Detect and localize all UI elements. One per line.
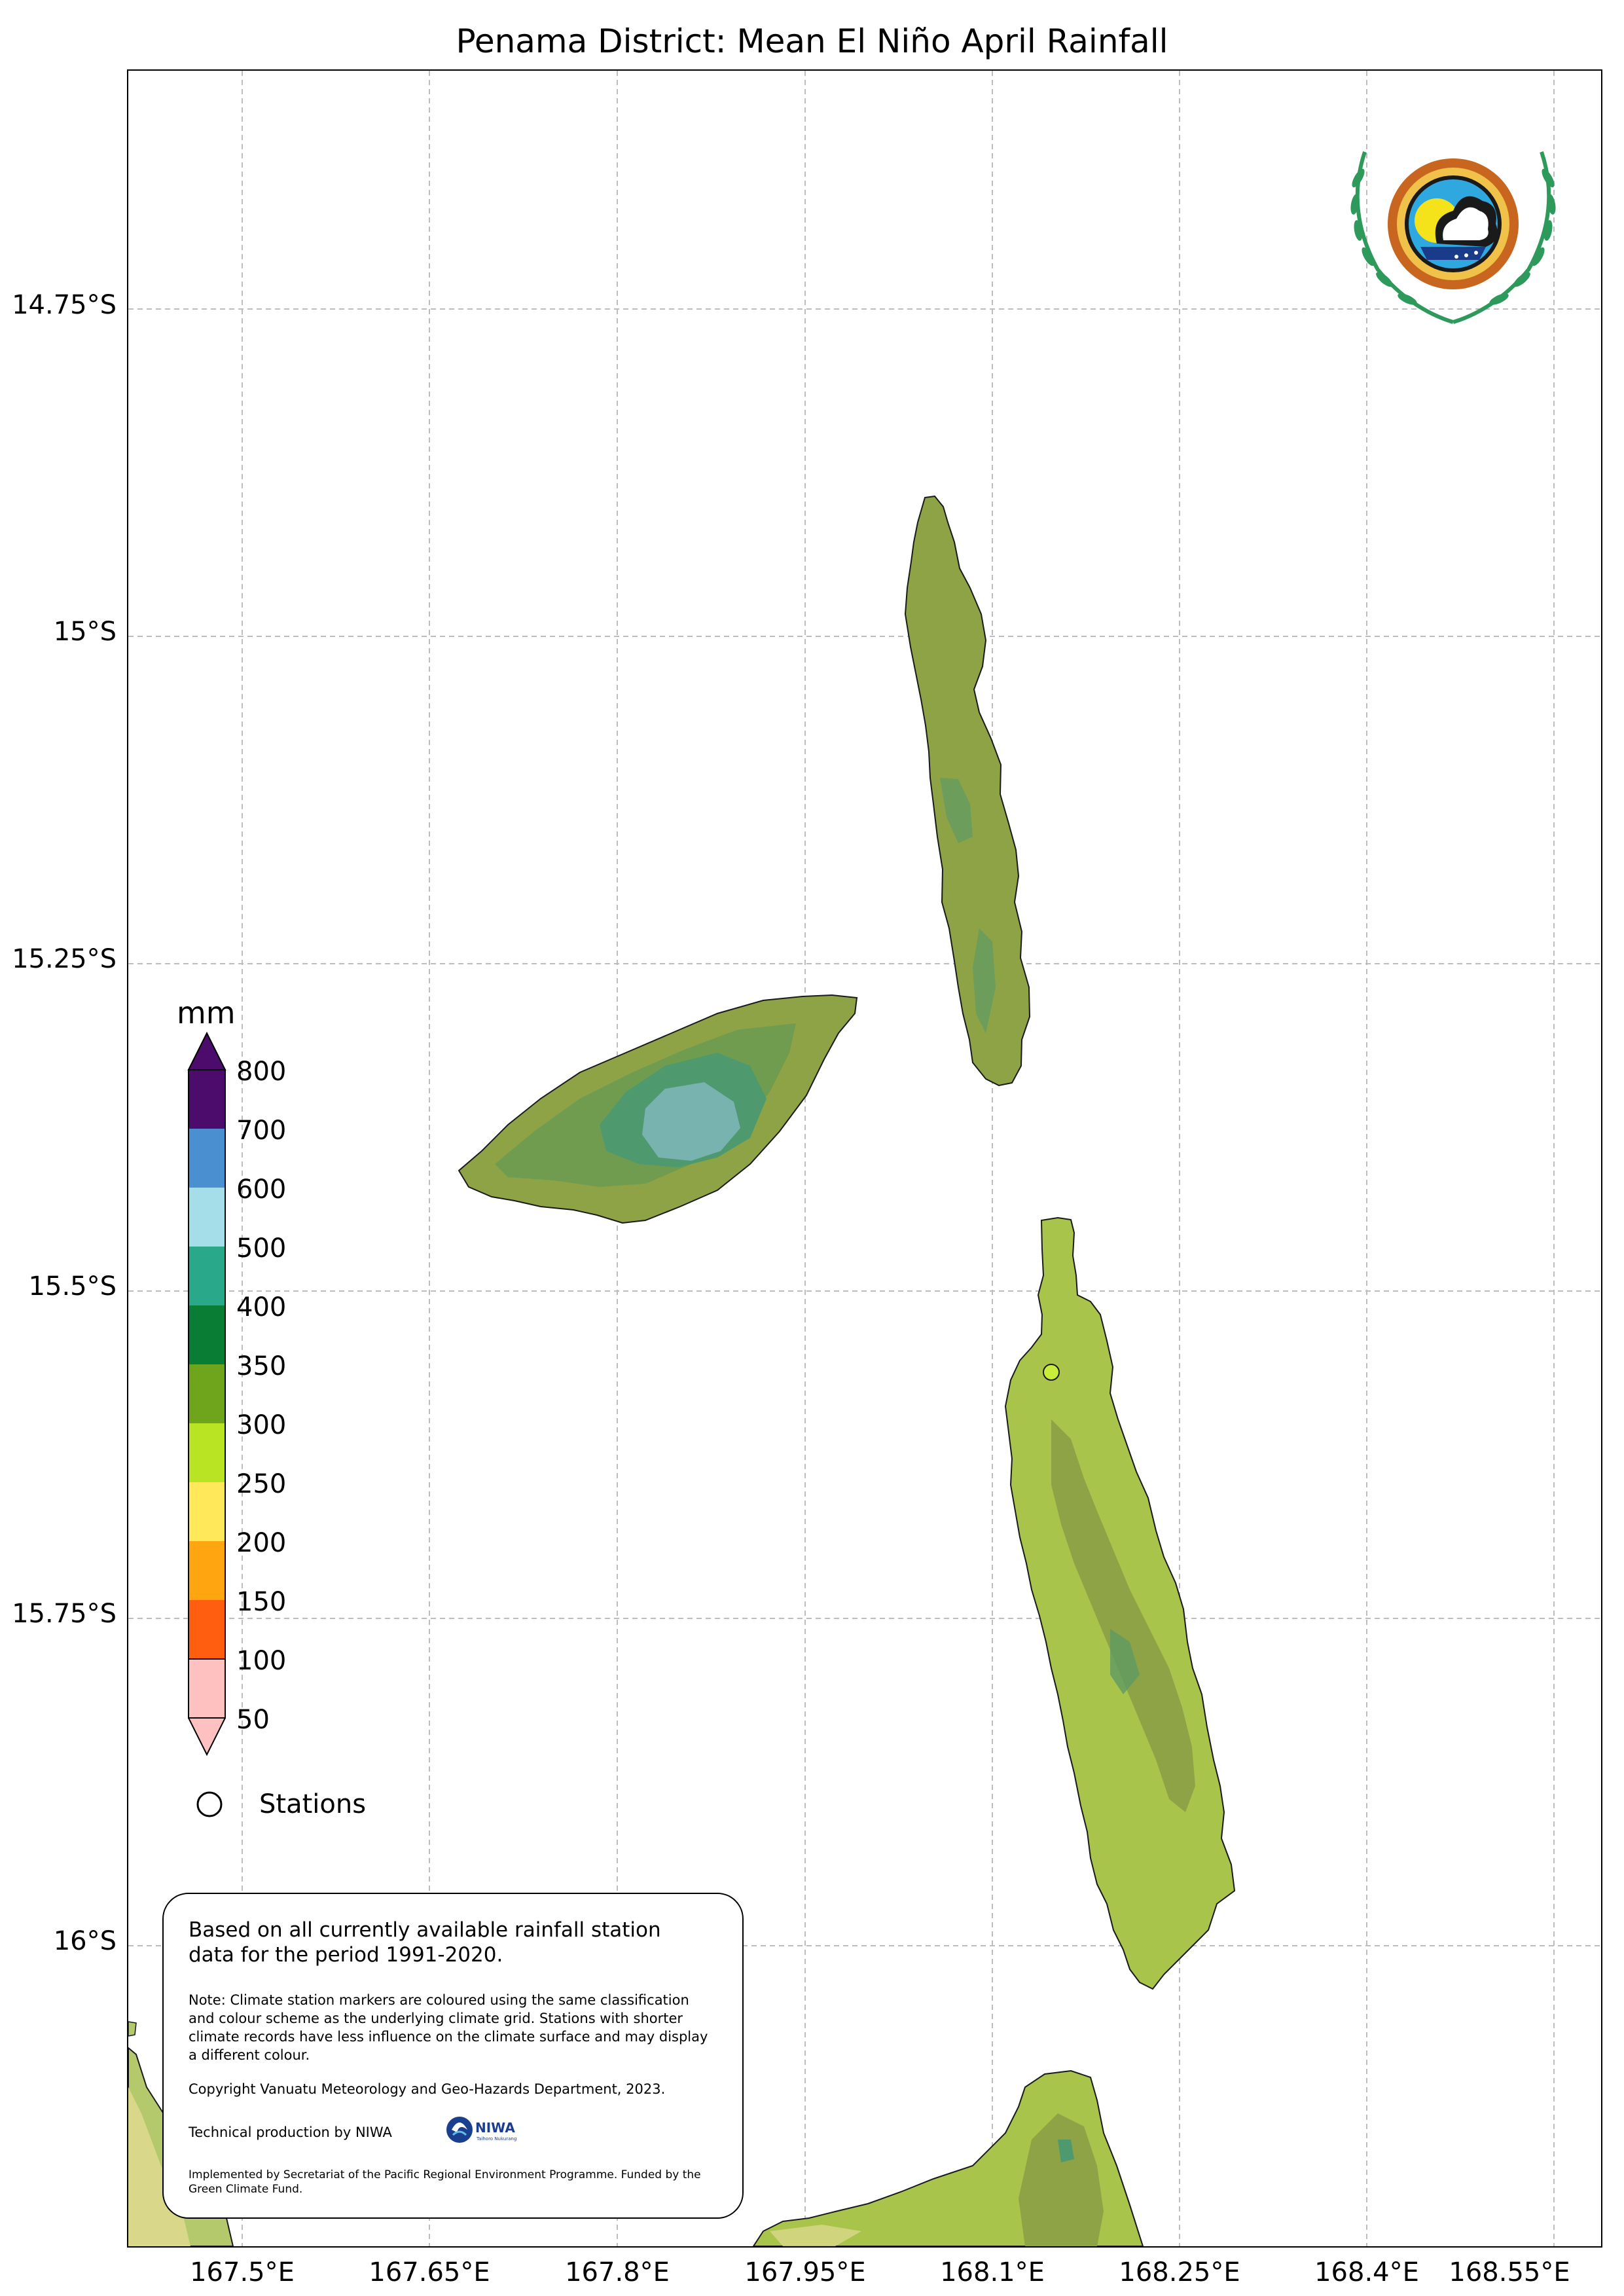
legend-label: 500 xyxy=(236,1233,287,1264)
legend-label: 250 xyxy=(236,1469,287,1499)
legend-label: 50 xyxy=(236,1705,270,1735)
legend-label: 100 xyxy=(236,1646,287,1676)
svg-text:Taihoro Nukurangi: Taihoro Nukurangi xyxy=(476,2136,517,2141)
info-box: Based on all currently available rainfal… xyxy=(162,1893,744,2219)
map-canvas xyxy=(128,71,1601,2246)
x-tick-label: 167.95°E xyxy=(744,2257,866,2287)
x-tick-label: 168.25°E xyxy=(1119,2257,1240,2287)
x-tick-label: 168.4°E xyxy=(1314,2257,1419,2287)
x-tick-label: 168.55°E xyxy=(1449,2257,1570,2287)
legend-label: 350 xyxy=(236,1351,287,1381)
legend-label: 300 xyxy=(236,1410,287,1440)
x-tick-label: 167.5°E xyxy=(190,2257,295,2287)
x-tick-label: 168.1°E xyxy=(940,2257,1045,2287)
info-implemented: Implemented by Secretariat of the Pacifi… xyxy=(189,2168,701,2196)
info-note-text: Note: Climate station markers are colour… xyxy=(189,1992,708,2063)
legend-label: 150 xyxy=(236,1587,287,1617)
y-tick-label: 15.75°S xyxy=(12,1599,117,1629)
x-tick-label: 167.8°E xyxy=(565,2257,670,2287)
gridlines xyxy=(128,71,1601,2246)
legend-label: 800 xyxy=(236,1057,287,1087)
info-copyright: Copyright Vanuatu Meteorology and Geo-Ha… xyxy=(189,2081,666,2097)
info-main-text: Based on all currently available rainfal… xyxy=(189,1918,661,1967)
niwa-logo-icon: NIWA Taihoro Nukurangi xyxy=(445,2109,518,2155)
ambae-island[interactable] xyxy=(458,994,858,1224)
y-tick-label: 15.5°S xyxy=(28,1271,117,1302)
y-tick-label: 14.75°S xyxy=(12,290,117,320)
vmgd-logo-icon xyxy=(1339,113,1568,335)
svg-text:NIWA: NIWA xyxy=(475,2120,515,2136)
legend-label: 200 xyxy=(236,1528,287,1558)
legend-station-label: Stations xyxy=(259,1789,367,1819)
south-landmass xyxy=(752,2069,1144,2246)
legend-unit: mm xyxy=(177,995,236,1030)
y-tick-label: 16°S xyxy=(53,1926,117,1956)
info-tech-production: Technical production by NIWA xyxy=(189,2124,392,2140)
y-tick-label: 15°S xyxy=(53,617,117,647)
y-tick-label: 15.25°S xyxy=(12,944,117,974)
pentecost-island[interactable] xyxy=(1004,1216,1236,1990)
legend-label: 400 xyxy=(236,1292,287,1322)
map-title: Penama District: Mean El Niño April Rain… xyxy=(456,22,1168,60)
station-marker[interactable] xyxy=(1043,1364,1060,1381)
legend-label: 600 xyxy=(236,1175,287,1205)
map-frame[interactable] xyxy=(127,69,1602,2248)
maewo-island[interactable] xyxy=(904,495,1031,1087)
legend-label: 700 xyxy=(236,1116,287,1146)
x-tick-label: 167.65°E xyxy=(369,2257,490,2287)
